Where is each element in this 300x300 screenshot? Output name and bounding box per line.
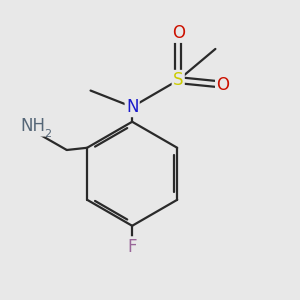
Text: O: O bbox=[216, 76, 229, 94]
Text: O: O bbox=[172, 24, 185, 42]
Text: F: F bbox=[128, 238, 137, 256]
Text: N: N bbox=[126, 98, 138, 116]
Text: NH: NH bbox=[20, 117, 45, 135]
Text: 2: 2 bbox=[44, 129, 51, 139]
Text: S: S bbox=[173, 71, 184, 89]
